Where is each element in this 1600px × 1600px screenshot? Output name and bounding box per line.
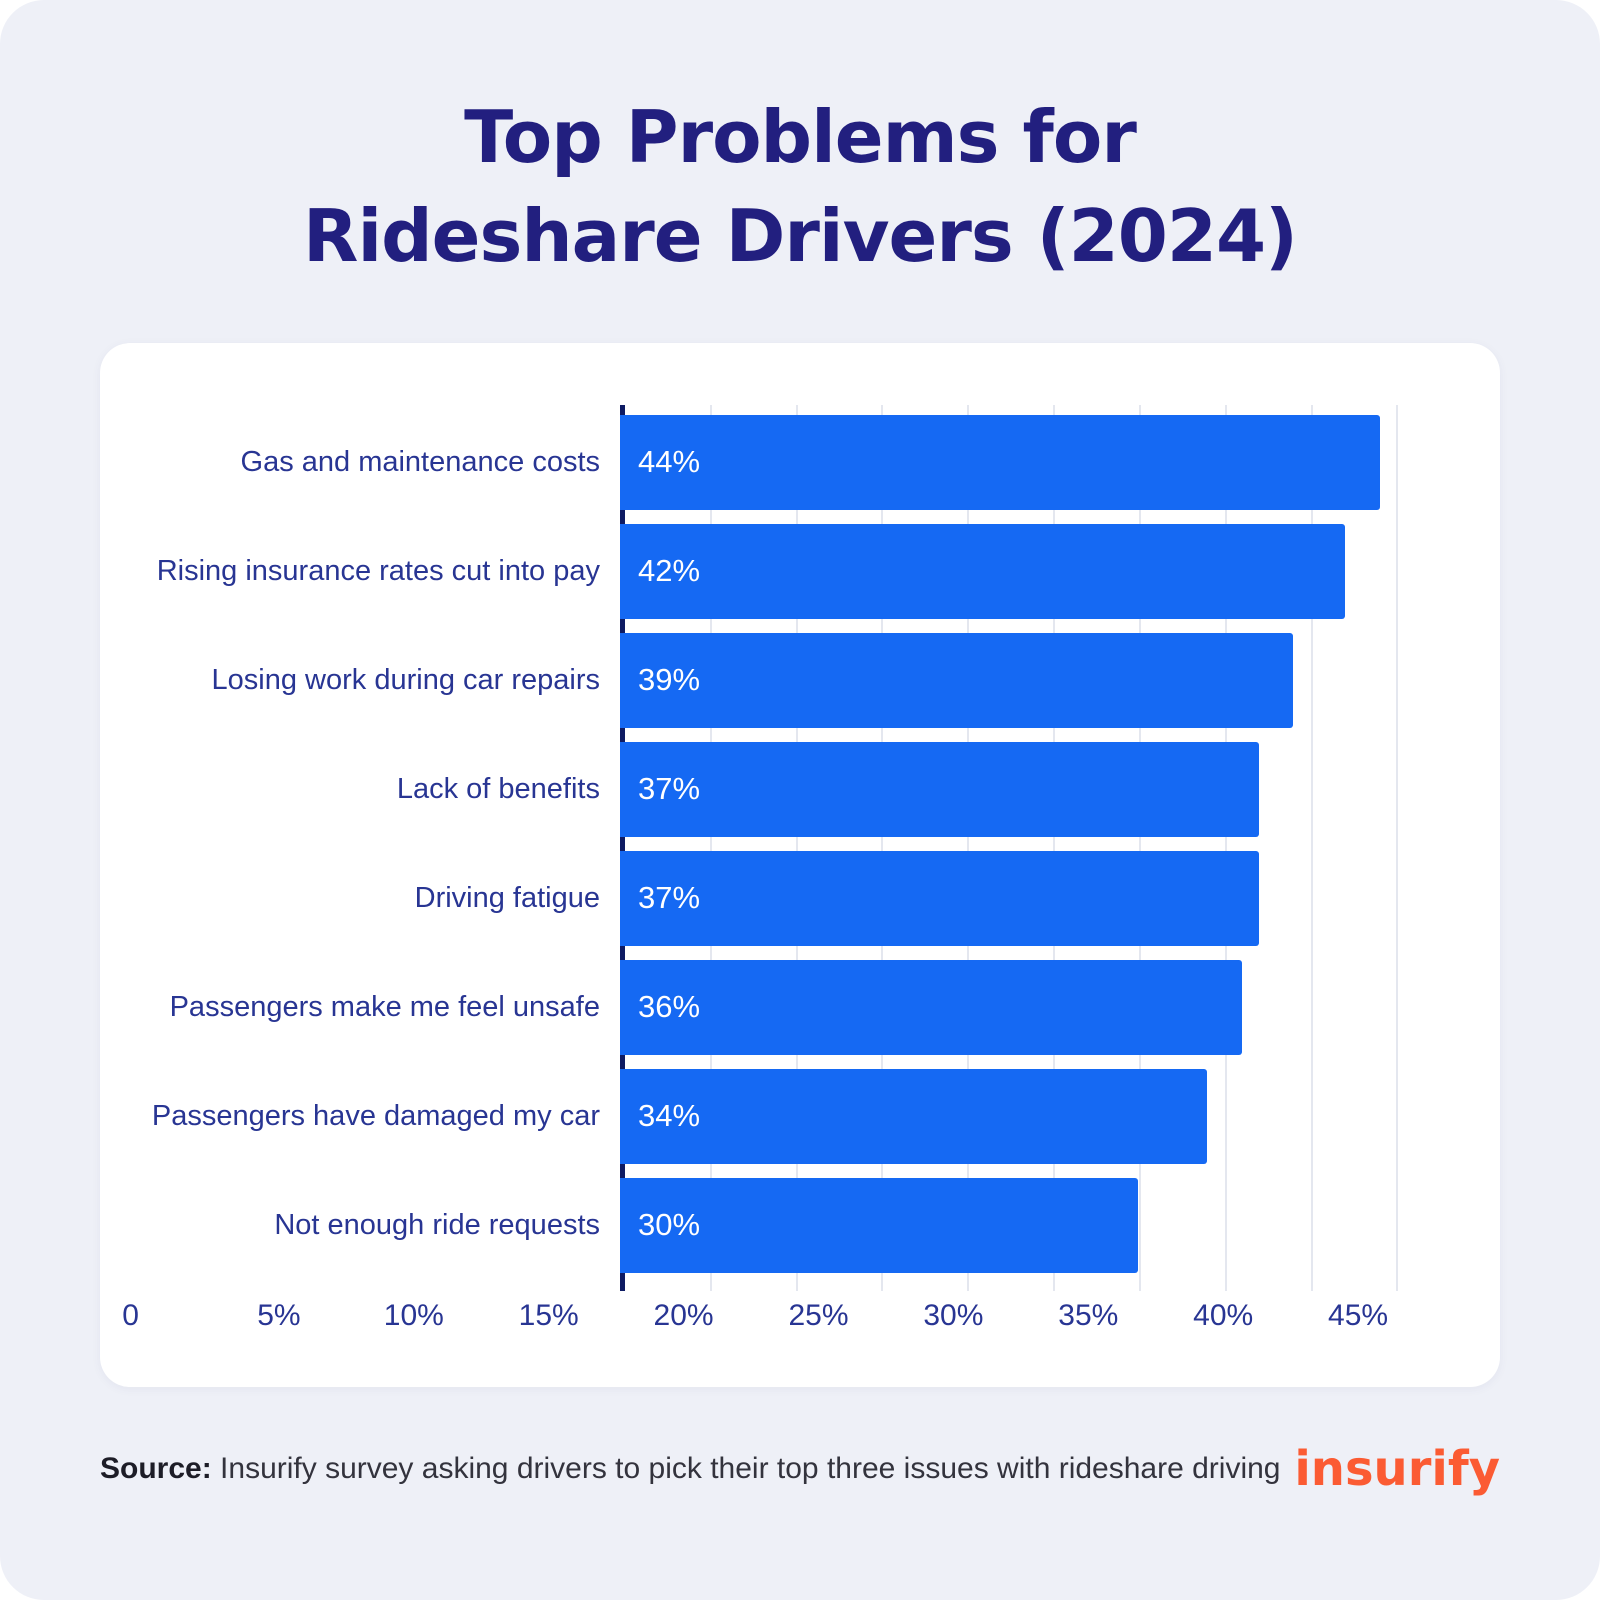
gridline [881, 404, 884, 1291]
category-label: Rising insurance rates cut into pay [156, 554, 600, 587]
bar-value-label: 34% [638, 1098, 701, 1134]
gridline [1053, 404, 1056, 1291]
bar-value-label: 39% [638, 662, 701, 698]
bar-row: Losing work during car repairs 39% [144, 632, 1466, 728]
bar-track: 37% [620, 741, 1466, 837]
source-text: Source: Insurify survey asking drivers t… [100, 1452, 1281, 1486]
gridline [1224, 404, 1227, 1291]
bar-row: Rising insurance rates cut into pay 42% [144, 523, 1466, 619]
x-tick-label: 0 [122, 1298, 139, 1332]
category-label: Not enough ride requests [274, 1208, 600, 1241]
category-label: Driving fatigue [414, 881, 600, 914]
title-line-2: Rideshare Drivers (2024) [303, 194, 1298, 279]
bar: 44% [620, 414, 1380, 510]
x-tick-label: 20% [653, 1298, 714, 1332]
bar-value-label: 37% [638, 880, 701, 916]
bar-row: Driving fatigue 37% [144, 850, 1466, 946]
category-label: Passengers make me feel unsafe [169, 990, 600, 1023]
x-tick-label: 10% [383, 1298, 444, 1332]
bar-row: Not enough ride requests 30% [144, 1177, 1466, 1273]
bar: 42% [620, 523, 1346, 619]
bar-track: 44% [620, 414, 1466, 510]
gridline [1396, 404, 1399, 1291]
category-label: Losing work during car repairs [211, 663, 600, 696]
x-tick-label: 15% [518, 1298, 579, 1332]
gridline [1138, 404, 1141, 1291]
bar: 37% [620, 741, 1259, 837]
x-tick-label: 30% [923, 1298, 984, 1332]
gridline [709, 404, 712, 1291]
bar: 36% [620, 959, 1242, 1055]
source-description: Insurify survey asking drivers to pick t… [220, 1451, 1281, 1485]
x-axis-ticks: 0 5% 10% 15% 20% 25% 30% 35% 40% 45% [122, 1298, 1466, 1345]
bar-value-label: 42% [638, 553, 701, 589]
bar-chart: Gas and maintenance costs 44% Rising insur… [144, 404, 1466, 1291]
page-title: Top Problems for Rideshare Drivers (2024… [0, 88, 1600, 287]
y-axis-line [620, 404, 1466, 1291]
bar-track: 36% [620, 959, 1466, 1055]
category-label: Passengers have damaged my car [151, 1099, 600, 1132]
bar-track: 39% [620, 632, 1466, 728]
x-tick-label: 25% [788, 1298, 849, 1332]
bar-row: Gas and maintenance costs 44% [144, 414, 1466, 510]
title-line-1: Top Problems for [464, 95, 1137, 179]
gridline [967, 404, 970, 1291]
bar-rows: Gas and maintenance costs 44% Rising insur… [144, 414, 1466, 1273]
bar-track: 34% [620, 1068, 1466, 1164]
bar-value-label: 36% [638, 989, 701, 1025]
footer: Source: Insurify survey asking drivers t… [100, 1441, 1500, 1497]
bar-value-label: 44% [638, 444, 701, 480]
bar: 39% [620, 632, 1294, 728]
bar-track: 37% [620, 850, 1466, 946]
bar: 34% [620, 1068, 1208, 1164]
source-label: Source: [100, 1451, 212, 1485]
x-tick-label: 40% [1193, 1298, 1254, 1332]
bar-value-label: 37% [638, 771, 701, 807]
bar-track: 42% [620, 523, 1466, 619]
bar-value-label: 30% [638, 1207, 701, 1243]
bar: 37% [620, 850, 1259, 946]
category-label: Gas and maintenance costs [240, 445, 600, 478]
x-tick-label: 5% [257, 1298, 301, 1332]
category-label: Lack of benefits [396, 772, 600, 805]
bar-row: Passengers have damaged my car 34% [144, 1068, 1466, 1164]
x-tick-label: 35% [1058, 1298, 1119, 1332]
bar: 30% [620, 1177, 1138, 1273]
gridline [795, 404, 798, 1291]
gridline [1310, 404, 1313, 1291]
insurify-logo: insurify [1294, 1440, 1500, 1497]
x-tick-label: 45% [1328, 1298, 1389, 1332]
chart-card: Gas and maintenance costs 44% Rising insur… [100, 342, 1500, 1387]
bar-track: 30% [620, 1177, 1466, 1273]
bar-row: Passengers make me feel unsafe 36% [144, 959, 1466, 1055]
bar-row: Lack of benefits 37% [144, 741, 1466, 837]
